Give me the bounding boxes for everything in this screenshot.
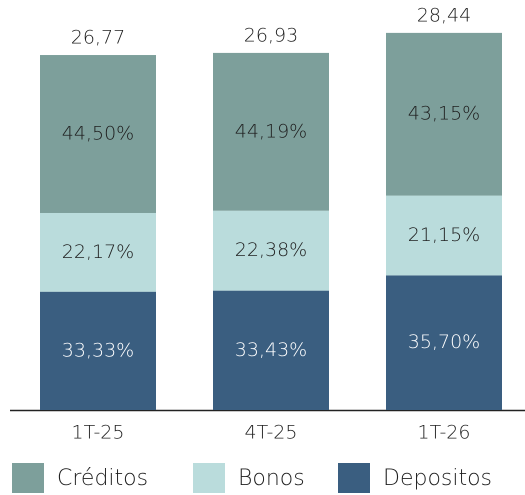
legend-label: Depositos	[383, 466, 492, 491]
bar-segment	[386, 32, 502, 196]
x-tick-label: 1T-25	[72, 422, 125, 444]
bar-segment	[213, 52, 329, 211]
total-label: 28,44	[417, 4, 471, 26]
segment-label: 33,33%	[62, 339, 134, 361]
segment-label: 33,43%	[235, 339, 307, 361]
segment-label: 43,15%	[408, 103, 480, 125]
bar-segment	[386, 195, 502, 276]
total-label: 26,93	[244, 24, 298, 46]
segment-label: 44,50%	[62, 123, 134, 145]
legend-label: Créditos	[57, 466, 148, 491]
bar-segment	[213, 210, 329, 291]
bar-segment	[213, 290, 329, 410]
segment-label: 35,70%	[408, 331, 480, 353]
bar-segment	[40, 291, 156, 410]
segment-label: 44,19%	[235, 120, 307, 142]
segment-label: 21,15%	[408, 224, 480, 246]
legend-swatch	[338, 463, 370, 493]
segment-label: 22,17%	[62, 241, 134, 263]
x-tick-label: 4T-25	[245, 422, 298, 444]
legend-swatch	[193, 463, 225, 493]
total-label: 26,77	[71, 27, 125, 49]
bar-segment	[386, 275, 502, 410]
x-tick-label: 1T-26	[418, 422, 471, 444]
legend-swatch	[12, 463, 44, 493]
segment-label: 22,38%	[235, 239, 307, 261]
bar-segment	[40, 55, 156, 213]
bar-segment	[40, 212, 156, 292]
legend-label: Bonos	[238, 466, 305, 491]
